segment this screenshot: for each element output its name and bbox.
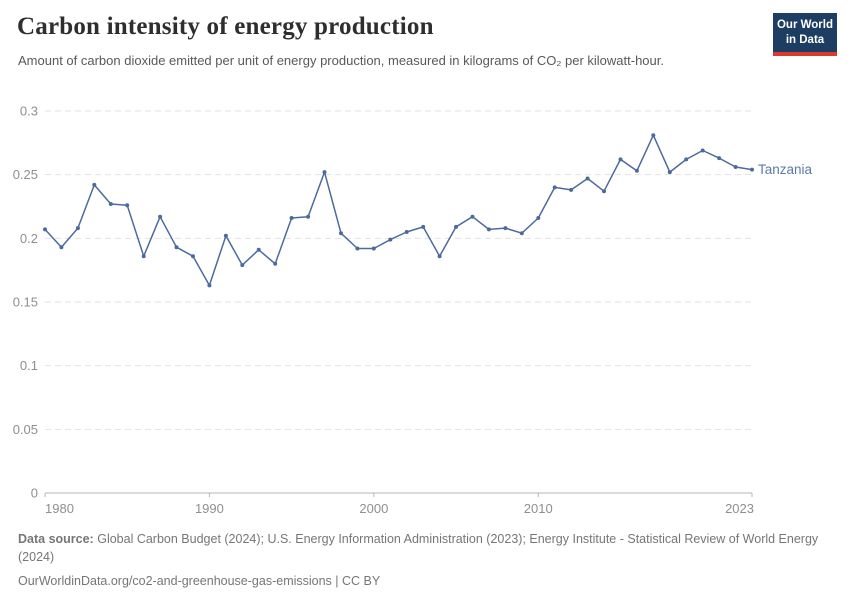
y-tick-label-0.1: 0.1	[20, 358, 38, 373]
data-point-1987[interactable]	[158, 214, 163, 219]
data-point-1983[interactable]	[92, 182, 97, 187]
chart-footer: Data source: Global Carbon Budget (2024)…	[18, 531, 834, 591]
owid-logo-line1: Our World	[776, 19, 833, 31]
y-tick-label-0: 0	[31, 486, 38, 501]
y-tick-label-0.2: 0.2	[20, 231, 38, 246]
data-point-2019[interactable]	[684, 157, 689, 162]
data-point-1996[interactable]	[306, 214, 311, 219]
data-point-2014[interactable]	[602, 189, 606, 194]
data-source-text: Global Carbon Budget (2024); U.S. Energy…	[18, 532, 819, 564]
data-point-1988[interactable]	[174, 245, 179, 250]
data-point-2022[interactable]	[733, 165, 738, 169]
data-point-2011[interactable]	[552, 185, 557, 190]
data-point-1990[interactable]	[207, 283, 212, 288]
data-point-2017[interactable]	[651, 133, 656, 138]
page-title: Carbon intensity of energy production	[17, 13, 434, 40]
data-point-2000[interactable]	[371, 246, 376, 251]
x-tick-label-2023: 2023	[725, 501, 754, 516]
data-point-1984[interactable]	[108, 202, 113, 206]
data-point-2013[interactable]	[585, 176, 590, 181]
data-point-2007[interactable]	[486, 227, 491, 232]
data-point-1998[interactable]	[339, 231, 343, 236]
x-tick-label-1980: 1980	[45, 501, 74, 516]
data-point-1989[interactable]	[191, 254, 195, 259]
entity-label[interactable]: Tanzania	[758, 162, 813, 177]
data-point-2004[interactable]	[437, 254, 442, 259]
data-point-2010[interactable]	[536, 216, 541, 220]
y-tick-label-0.05: 0.05	[13, 422, 38, 437]
credit-line[interactable]: OurWorldinData.org/co2-and-greenhouse-ga…	[18, 574, 381, 588]
data-point-1985[interactable]	[125, 203, 130, 208]
data-point-2023[interactable]	[750, 167, 754, 172]
tanzania-line[interactable]	[44, 134, 753, 287]
data-point-1981[interactable]	[59, 245, 64, 250]
x-tick-label-2010: 2010	[524, 501, 553, 516]
y-tick-label-0.15: 0.15	[13, 295, 38, 310]
data-point-2018[interactable]	[667, 170, 672, 175]
data-point-2005[interactable]	[454, 224, 458, 229]
data-point-2008[interactable]	[503, 226, 508, 231]
data-point-2009[interactable]	[519, 231, 524, 236]
data-point-1993[interactable]	[256, 247, 261, 252]
data-point-1986[interactable]	[141, 254, 146, 259]
data-point-1991[interactable]	[223, 233, 228, 238]
data-point-2012[interactable]	[569, 187, 574, 192]
data-point-1997[interactable]	[322, 170, 327, 175]
data-point-2020[interactable]	[700, 148, 705, 153]
data-point-1994[interactable]	[273, 261, 278, 266]
data-source-label: Data source:	[18, 532, 94, 546]
data-point-2016[interactable]	[634, 168, 639, 173]
x-tick-label-2000: 2000	[359, 501, 388, 516]
data-point-1995[interactable]	[289, 216, 294, 220]
data-point-1992[interactable]	[240, 263, 245, 268]
data-point-1980[interactable]	[43, 227, 47, 232]
data-point-1999[interactable]	[355, 246, 360, 251]
y-tick-label-0.25: 0.25	[13, 167, 38, 182]
x-tick-label-1990: 1990	[195, 501, 224, 516]
data-point-2015[interactable]	[618, 157, 623, 162]
chart-subtitle: Amount of carbon dioxide emitted per uni…	[18, 53, 664, 68]
data-point-2006[interactable]	[470, 214, 475, 219]
data-point-2003[interactable]	[421, 224, 426, 229]
y-tick-label-0.3: 0.3	[20, 104, 38, 119]
data-point-2021[interactable]	[717, 156, 722, 161]
data-source-line: Data source: Global Carbon Budget (2024)…	[18, 531, 834, 566]
data-point-2001[interactable]	[388, 237, 393, 242]
owid-logo-line2: in Data	[785, 33, 825, 46]
data-point-1982[interactable]	[75, 226, 80, 231]
owid-logo[interactable]: Our World in Data	[773, 13, 837, 56]
data-point-2002[interactable]	[404, 230, 409, 234]
